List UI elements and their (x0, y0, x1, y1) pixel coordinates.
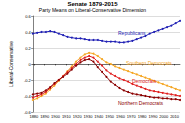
svg-text:2000: 2000 (159, 114, 169, 119)
svg-text:1940: 1940 (94, 114, 104, 119)
svg-text:1920: 1920 (73, 114, 83, 119)
svg-text:-0.2: -0.2 (24, 78, 32, 83)
svg-text:1910: 1910 (62, 114, 72, 119)
svg-text:Party Means on Liberal-Conserv: Party Means on Liberal-Conservative Dime… (39, 7, 146, 13)
svg-text:Republicans: Republicans (118, 30, 146, 36)
svg-text:Democrats: Democrats (132, 78, 157, 84)
svg-text:1880: 1880 (29, 114, 39, 119)
svg-text:0.6: 0.6 (25, 14, 31, 19)
svg-text:2010: 2010 (170, 114, 180, 119)
svg-text:0: 0 (29, 62, 32, 67)
svg-text:-0.6: -0.6 (23, 109, 31, 115)
svg-text:1960: 1960 (116, 114, 126, 119)
svg-text:Liberal-Conservative: Liberal-Conservative (8, 41, 14, 87)
svg-text:Senate 1879-2015: Senate 1879-2015 (67, 1, 118, 7)
svg-text:1990: 1990 (148, 114, 158, 119)
svg-text:1970: 1970 (127, 114, 137, 119)
svg-text:1930: 1930 (84, 114, 94, 119)
svg-text:Northern Democrats: Northern Democrats (118, 100, 164, 106)
svg-text:0.2: 0.2 (25, 46, 31, 51)
svg-text:1900: 1900 (51, 114, 61, 119)
svg-text:1950: 1950 (105, 114, 115, 119)
svg-text:1890: 1890 (40, 114, 50, 119)
svg-text:Southern Democrats: Southern Democrats (126, 60, 172, 66)
svg-text:1980: 1980 (138, 114, 148, 119)
svg-text:0.4: 0.4 (25, 30, 31, 35)
svg-text:-0.4: -0.4 (24, 94, 32, 99)
